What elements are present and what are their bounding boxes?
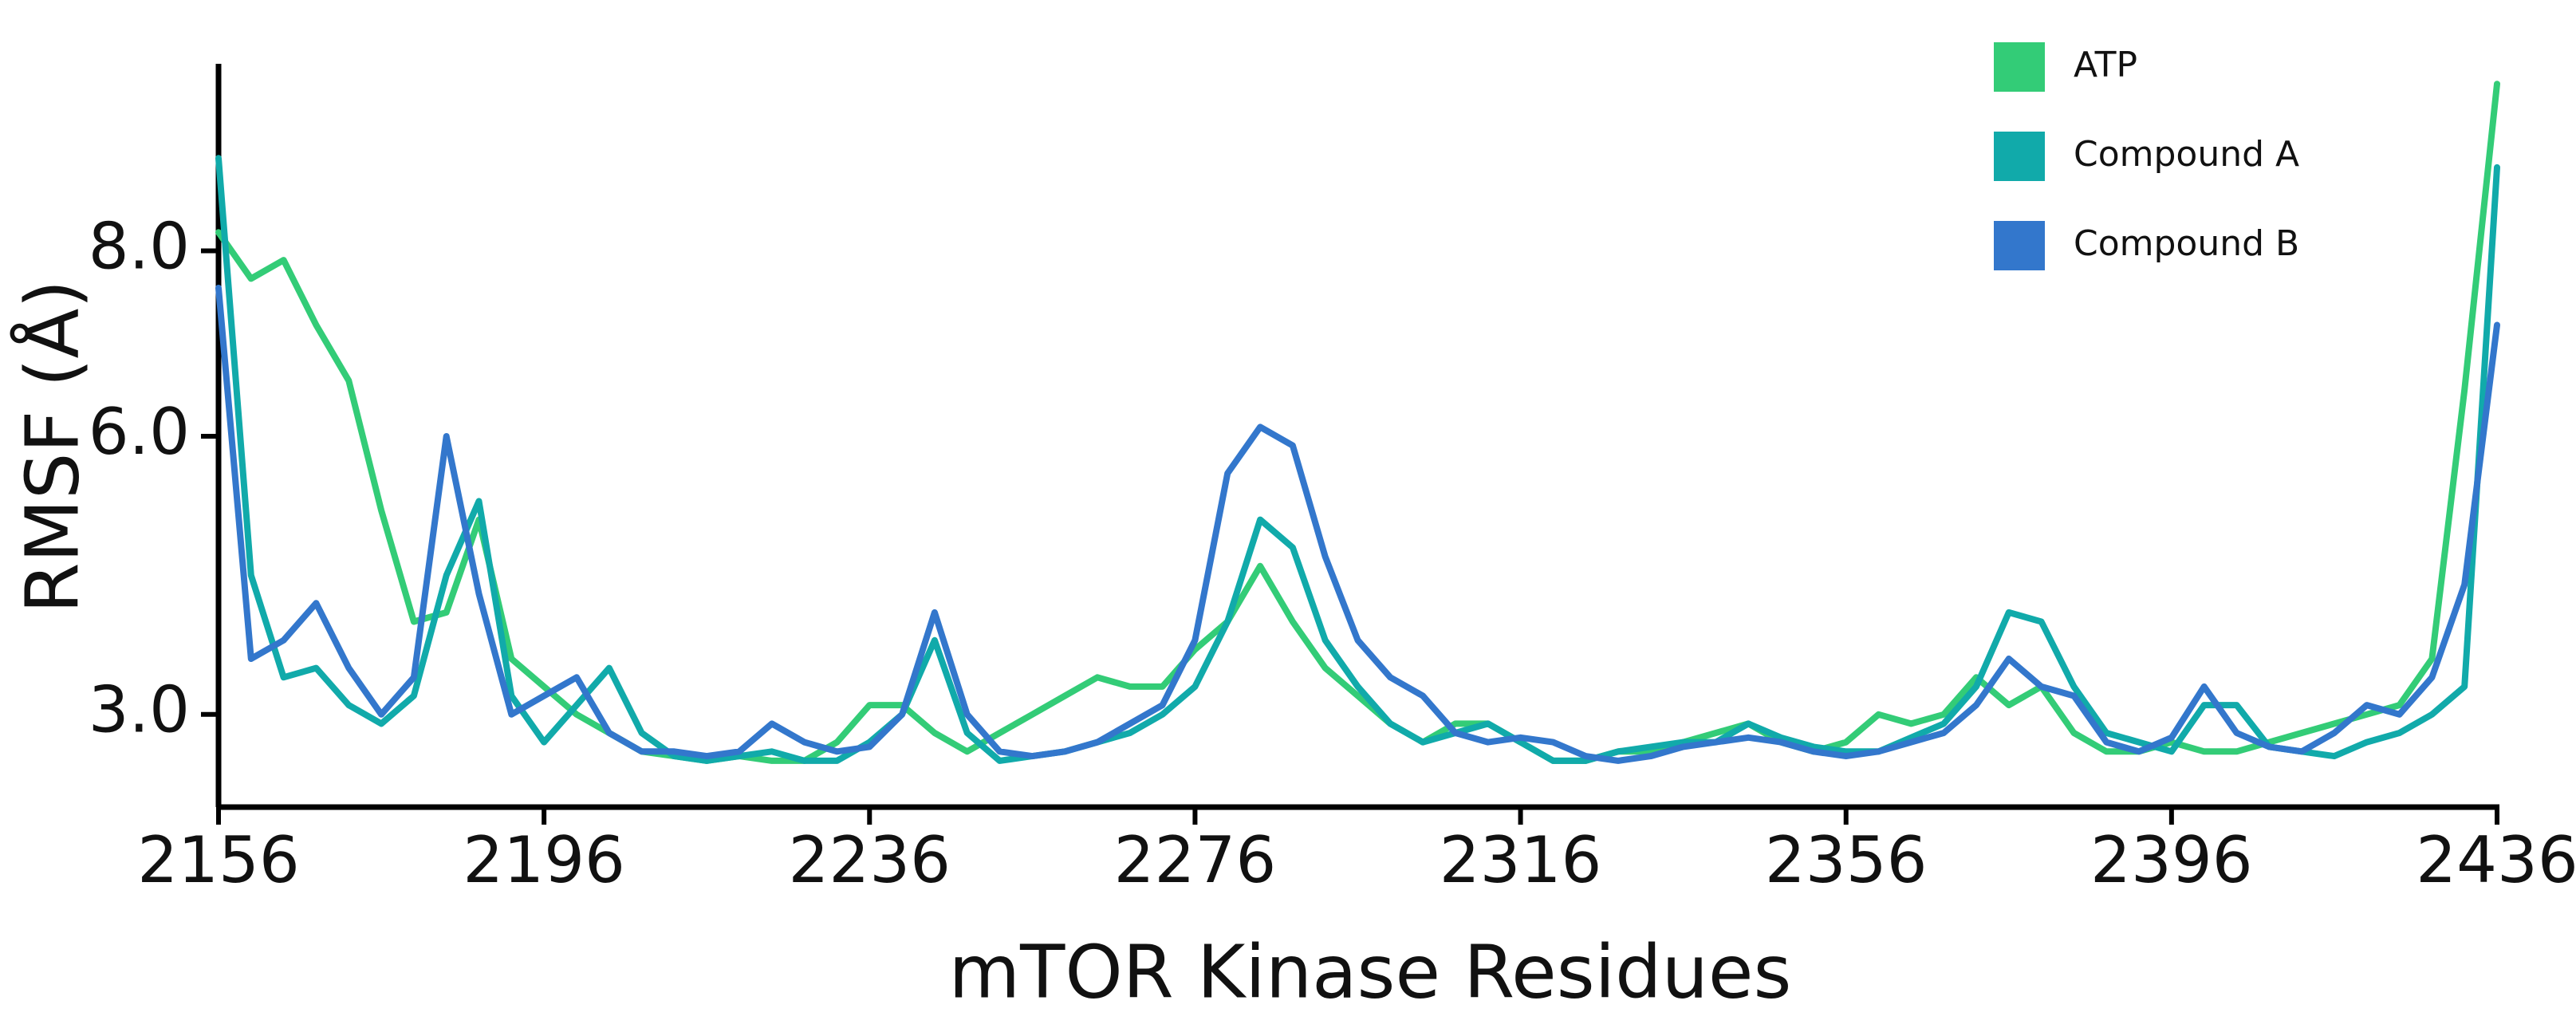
legend-label: ATP	[2074, 45, 2137, 85]
x-tick-label: 2236	[788, 823, 951, 897]
x-tick-label: 2316	[1440, 823, 1602, 897]
legend-swatch	[1994, 132, 2045, 181]
x-tick-label: 2396	[2090, 823, 2253, 897]
series-line	[215, 81, 2500, 764]
legend-label: Compound B	[2074, 223, 2299, 264]
x-axis-title: mTOR Kinase Residues	[949, 929, 1792, 1014]
x-tick-label: 2156	[137, 823, 300, 897]
legend-label: Compound A	[2074, 134, 2299, 175]
series-line	[215, 285, 2500, 764]
legend-swatch	[1994, 221, 2045, 270]
y-tick-label: 3.0	[89, 673, 190, 747]
y-axis-title: RMSF (Å)	[9, 280, 95, 614]
x-tick-label: 2436	[2416, 823, 2576, 897]
y-tick-label: 8.0	[89, 209, 190, 283]
x-tick-label: 2196	[463, 823, 625, 897]
legend-swatch	[1994, 42, 2045, 92]
x-tick-label: 2276	[1114, 823, 1277, 897]
y-tick-label: 6.0	[89, 395, 190, 469]
series-line	[215, 155, 2500, 764]
x-tick-label: 2356	[1765, 823, 1928, 897]
